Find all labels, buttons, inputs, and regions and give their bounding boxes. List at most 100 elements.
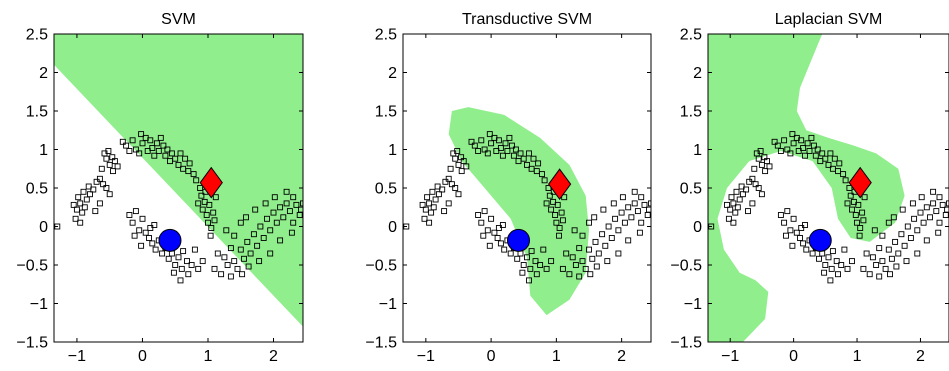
unlabeled-point <box>532 258 539 265</box>
unlabeled-point <box>424 194 431 201</box>
unlabeled-point <box>208 225 215 231</box>
unlabeled-point <box>784 146 791 153</box>
unlabeled-point <box>447 165 454 172</box>
unlabeled-point <box>267 250 274 257</box>
unlabeled-point <box>809 250 816 257</box>
unlabeled-point <box>254 242 261 249</box>
unlabeled-point <box>591 214 598 221</box>
unlabeled-point <box>648 200 651 207</box>
unlabeled-point <box>455 191 462 198</box>
unlabeled-point <box>85 183 92 190</box>
unlabeled-point <box>835 168 841 175</box>
unlabeled-point <box>231 258 238 265</box>
unlabeled-point <box>804 140 811 147</box>
unlabeled-point <box>501 246 508 253</box>
y-tick-label: 2.5 <box>26 27 48 44</box>
unlabeled-point <box>429 188 436 195</box>
unlabeled-point <box>930 188 937 195</box>
unlabeled-point <box>602 242 609 249</box>
unlabeled-point <box>526 150 532 157</box>
unlabeled-point <box>199 206 206 213</box>
unlabeled-point <box>727 206 734 213</box>
unlabeled-point <box>520 155 527 162</box>
unlabeled-point <box>273 219 280 226</box>
panel-transductive-svm: −1 0 1 2 −1.5 −1 −0.5 0 0.5 1 1.5 2 2.5 Transductive … <box>365 11 652 365</box>
unlabeled-point <box>879 232 886 239</box>
unlabeled-point <box>164 146 171 153</box>
unlabeled-point <box>481 208 488 215</box>
unlabeled-point <box>554 201 561 208</box>
unlabeled-point <box>129 137 136 144</box>
unlabeled-point <box>936 194 943 201</box>
unlabeled-point <box>540 246 547 253</box>
unlabeled-point <box>290 194 297 201</box>
unlabeled-point <box>198 192 205 199</box>
y-tick-label: 0.5 <box>26 181 48 198</box>
unlabeled-point <box>520 262 527 268</box>
unlabeled-point <box>844 200 851 207</box>
unlabeled-point <box>774 142 781 149</box>
unlabeled-point <box>435 191 442 198</box>
x-tick-label: −1 <box>417 348 435 365</box>
unlabeled-point <box>247 250 254 257</box>
unlabeled-point <box>283 188 290 195</box>
unlabeled-point <box>829 248 836 255</box>
unlabeled-point <box>239 271 246 278</box>
unlabeled-point <box>827 277 834 284</box>
unlabeled-point <box>893 263 900 270</box>
y-tick-label: −1.5 <box>365 335 397 352</box>
unlabeled-point <box>561 194 568 201</box>
unlabeled-point <box>83 196 90 203</box>
unlabeled-point <box>426 200 433 207</box>
unlabeled-point <box>212 194 219 201</box>
unlabeled-point <box>746 178 753 185</box>
unlabeled-point <box>615 250 622 257</box>
unlabeled-point <box>237 219 244 226</box>
unlabeled-point <box>628 214 635 221</box>
unlabeled-point <box>286 208 293 215</box>
unlabeled-point <box>608 235 615 241</box>
unlabeled-point <box>421 215 428 222</box>
unlabeled-point <box>142 229 149 236</box>
unlabeled-point <box>797 235 803 241</box>
unlabeled-point <box>149 240 156 247</box>
unlabeled-point <box>484 150 491 157</box>
unlabeled-point <box>185 271 192 278</box>
unlabeled-point <box>847 192 854 199</box>
unlabeled-point <box>471 142 478 149</box>
unlabeled-point <box>432 196 439 203</box>
unlabeled-point <box>879 258 886 265</box>
y-tick-label: 1.5 <box>26 104 48 121</box>
unlabeled-point <box>184 258 190 265</box>
unlabeled-point <box>146 235 152 241</box>
unlabeled-point <box>586 219 592 226</box>
unlabeled-point <box>186 160 193 167</box>
y-tick-label: 1 <box>693 142 702 159</box>
unlabeled-point <box>854 219 860 226</box>
unlabeled-point <box>514 255 521 262</box>
unlabeled-point <box>270 209 277 216</box>
unlabeled-point <box>582 265 589 272</box>
unlabeled-point <box>923 204 930 211</box>
unlabeled-point <box>857 225 864 231</box>
unlabeled-point <box>576 273 583 280</box>
unlabeled-point <box>175 161 182 168</box>
unlabeled-point <box>743 186 750 193</box>
unlabeled-point <box>819 150 826 157</box>
unlabeled-point <box>844 265 851 272</box>
unlabeled-point <box>638 219 645 226</box>
unlabeled-point <box>452 185 459 191</box>
unlabeled-point <box>201 198 208 205</box>
unlabeled-point <box>72 215 79 222</box>
unlabeled-point <box>267 227 274 234</box>
unlabeled-point <box>548 206 555 213</box>
unlabeled-point <box>195 200 202 207</box>
x-tick-label: 1 <box>204 348 213 365</box>
unlabeled-point <box>863 250 870 257</box>
unlabeled-point <box>445 200 452 207</box>
unlabeled-point <box>724 201 730 208</box>
unlabeled-point <box>777 148 784 154</box>
unlabeled-point <box>506 134 513 141</box>
unlabeled-point <box>849 258 855 265</box>
unlabeled-point <box>827 150 834 157</box>
